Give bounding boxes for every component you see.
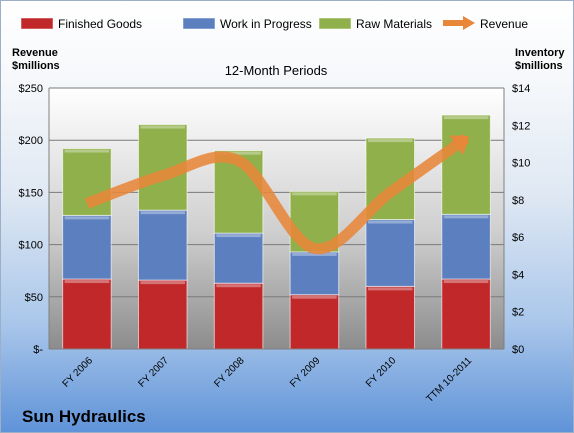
bar-highlight xyxy=(216,284,261,288)
bar-highlight xyxy=(140,211,186,215)
bar-2 xyxy=(213,150,264,234)
right-axis-label: Inventory $millions xyxy=(515,47,565,72)
bar-highlight xyxy=(216,234,261,238)
right-tick-label: $4 xyxy=(512,269,524,281)
bar-highlight xyxy=(64,149,110,153)
bar-0 xyxy=(213,282,264,350)
right-tick-label: $8 xyxy=(512,195,524,207)
bar-highlight xyxy=(443,280,489,284)
right-tick-label: $0 xyxy=(512,344,524,356)
bar-1 xyxy=(213,232,264,284)
right-tick-label: $6 xyxy=(512,232,524,244)
category-label: FY 2006 xyxy=(61,355,96,390)
bar-highlight xyxy=(216,151,261,155)
bar-1 xyxy=(441,213,491,280)
legend-swatch xyxy=(182,17,216,30)
bar-highlight xyxy=(64,216,110,220)
left-tick-label: $250 xyxy=(19,83,43,95)
right-tick-label: $2 xyxy=(512,307,524,319)
right-tick-label: $14 xyxy=(512,83,530,95)
bar-2 xyxy=(62,148,112,216)
bar-0 xyxy=(441,278,491,350)
bar-highlight xyxy=(367,220,413,224)
bar-highlight xyxy=(64,280,110,284)
legend-label: Finished Goods xyxy=(58,17,142,31)
bar-highlight xyxy=(292,252,337,256)
bar-1 xyxy=(365,219,416,287)
legend-swatch xyxy=(20,17,54,30)
category-label: TTM 10-2011 xyxy=(424,355,474,405)
legend-label: Revenue xyxy=(480,17,528,31)
bar-highlight xyxy=(140,125,186,129)
bar-highlight xyxy=(367,287,413,291)
bar-1 xyxy=(289,251,340,296)
revenue-arrowhead xyxy=(449,135,470,156)
bar-0 xyxy=(289,294,340,350)
category-label: FY 2008 xyxy=(212,355,247,390)
left-tick-label: $50 xyxy=(25,292,43,304)
category-label: FY 2010 xyxy=(364,355,399,390)
company-name: Sun Hydraulics xyxy=(22,407,146,426)
bar-1 xyxy=(137,209,188,281)
bar-2 xyxy=(441,114,491,215)
legend-label: Work in Progress xyxy=(220,17,312,31)
legend-arrow xyxy=(463,16,475,30)
bar-highlight xyxy=(443,215,489,219)
bar-highlight xyxy=(367,139,413,143)
left-tick-label: $- xyxy=(33,344,43,356)
bar-highlight xyxy=(292,295,337,299)
category-label: FY 2009 xyxy=(288,355,323,390)
revenue-line xyxy=(84,133,470,255)
bar-0 xyxy=(365,285,416,350)
bar-0 xyxy=(137,279,188,350)
bar-highlight xyxy=(292,192,337,196)
bar-highlight xyxy=(140,281,186,285)
left-tick-label: $150 xyxy=(19,187,43,199)
left-axis-label: Revenue $millions xyxy=(12,47,60,72)
chart-title: 12-Month Periods xyxy=(225,63,328,78)
legend-label: Raw Materials xyxy=(356,17,432,31)
category-label: FY 2007 xyxy=(136,355,171,390)
bar-0 xyxy=(62,278,112,350)
plot-area xyxy=(49,88,504,349)
bar-highlight xyxy=(443,116,489,120)
bar-1 xyxy=(62,214,112,280)
legend-swatch xyxy=(318,17,352,30)
left-tick-label: $100 xyxy=(19,240,43,252)
right-tick-label: $12 xyxy=(512,120,530,132)
right-tick-label: $10 xyxy=(512,158,530,170)
left-tick-label: $200 xyxy=(19,135,43,147)
